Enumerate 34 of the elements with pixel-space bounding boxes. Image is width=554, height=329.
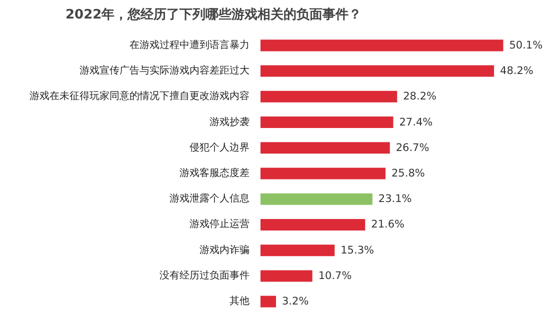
y-tick-label: 游戏抄袭 xyxy=(210,116,250,128)
data-label: 23.1% xyxy=(378,193,412,206)
y-tick-label: 游戏客服态度差 xyxy=(180,167,250,179)
bar xyxy=(260,218,366,230)
bar xyxy=(260,90,398,102)
bar xyxy=(260,116,394,128)
data-label: 50.1% xyxy=(509,39,543,52)
chart-title: 2022年，您经历了下列哪些游戏相关的负面事件？ xyxy=(66,6,362,22)
y-tick-label: 侵犯个人边界 xyxy=(190,141,250,154)
data-label: 10.7% xyxy=(318,270,352,282)
data-label: 28.2% xyxy=(403,90,437,103)
bar xyxy=(260,193,372,205)
bar xyxy=(260,270,312,282)
data-label: 3.2% xyxy=(282,296,309,308)
data-label: 21.6% xyxy=(371,218,405,231)
y-tick-label: 没有经历过负面事件 xyxy=(160,269,250,282)
data-label: 15.3% xyxy=(340,244,374,256)
data-label: 25.8% xyxy=(392,168,425,180)
y-tick-label: 其他 xyxy=(230,295,250,308)
y-tick-label: 游戏停止运营 xyxy=(190,218,250,230)
bar xyxy=(260,40,504,52)
bar xyxy=(260,142,390,154)
bar xyxy=(260,296,276,308)
data-label: 27.4% xyxy=(399,116,433,128)
bar xyxy=(260,65,494,77)
y-tick-label: 游戏在未征得玩家同意的情况下擅自更改游戏内容 xyxy=(30,90,250,102)
y-tick-label: 游戏内诈骗 xyxy=(200,244,250,256)
bar xyxy=(260,244,335,256)
y-tick-label: 在游戏过程中遭到语言暴力 xyxy=(130,38,250,51)
data-label: 26.7% xyxy=(396,142,430,154)
bar xyxy=(260,168,386,180)
y-tick-label: 游戏宣传广告与实际游戏内容差距过大 xyxy=(80,64,250,77)
data-label: 48.2% xyxy=(500,65,534,78)
y-tick-label: 游戏泄露个人信息 xyxy=(170,192,250,205)
